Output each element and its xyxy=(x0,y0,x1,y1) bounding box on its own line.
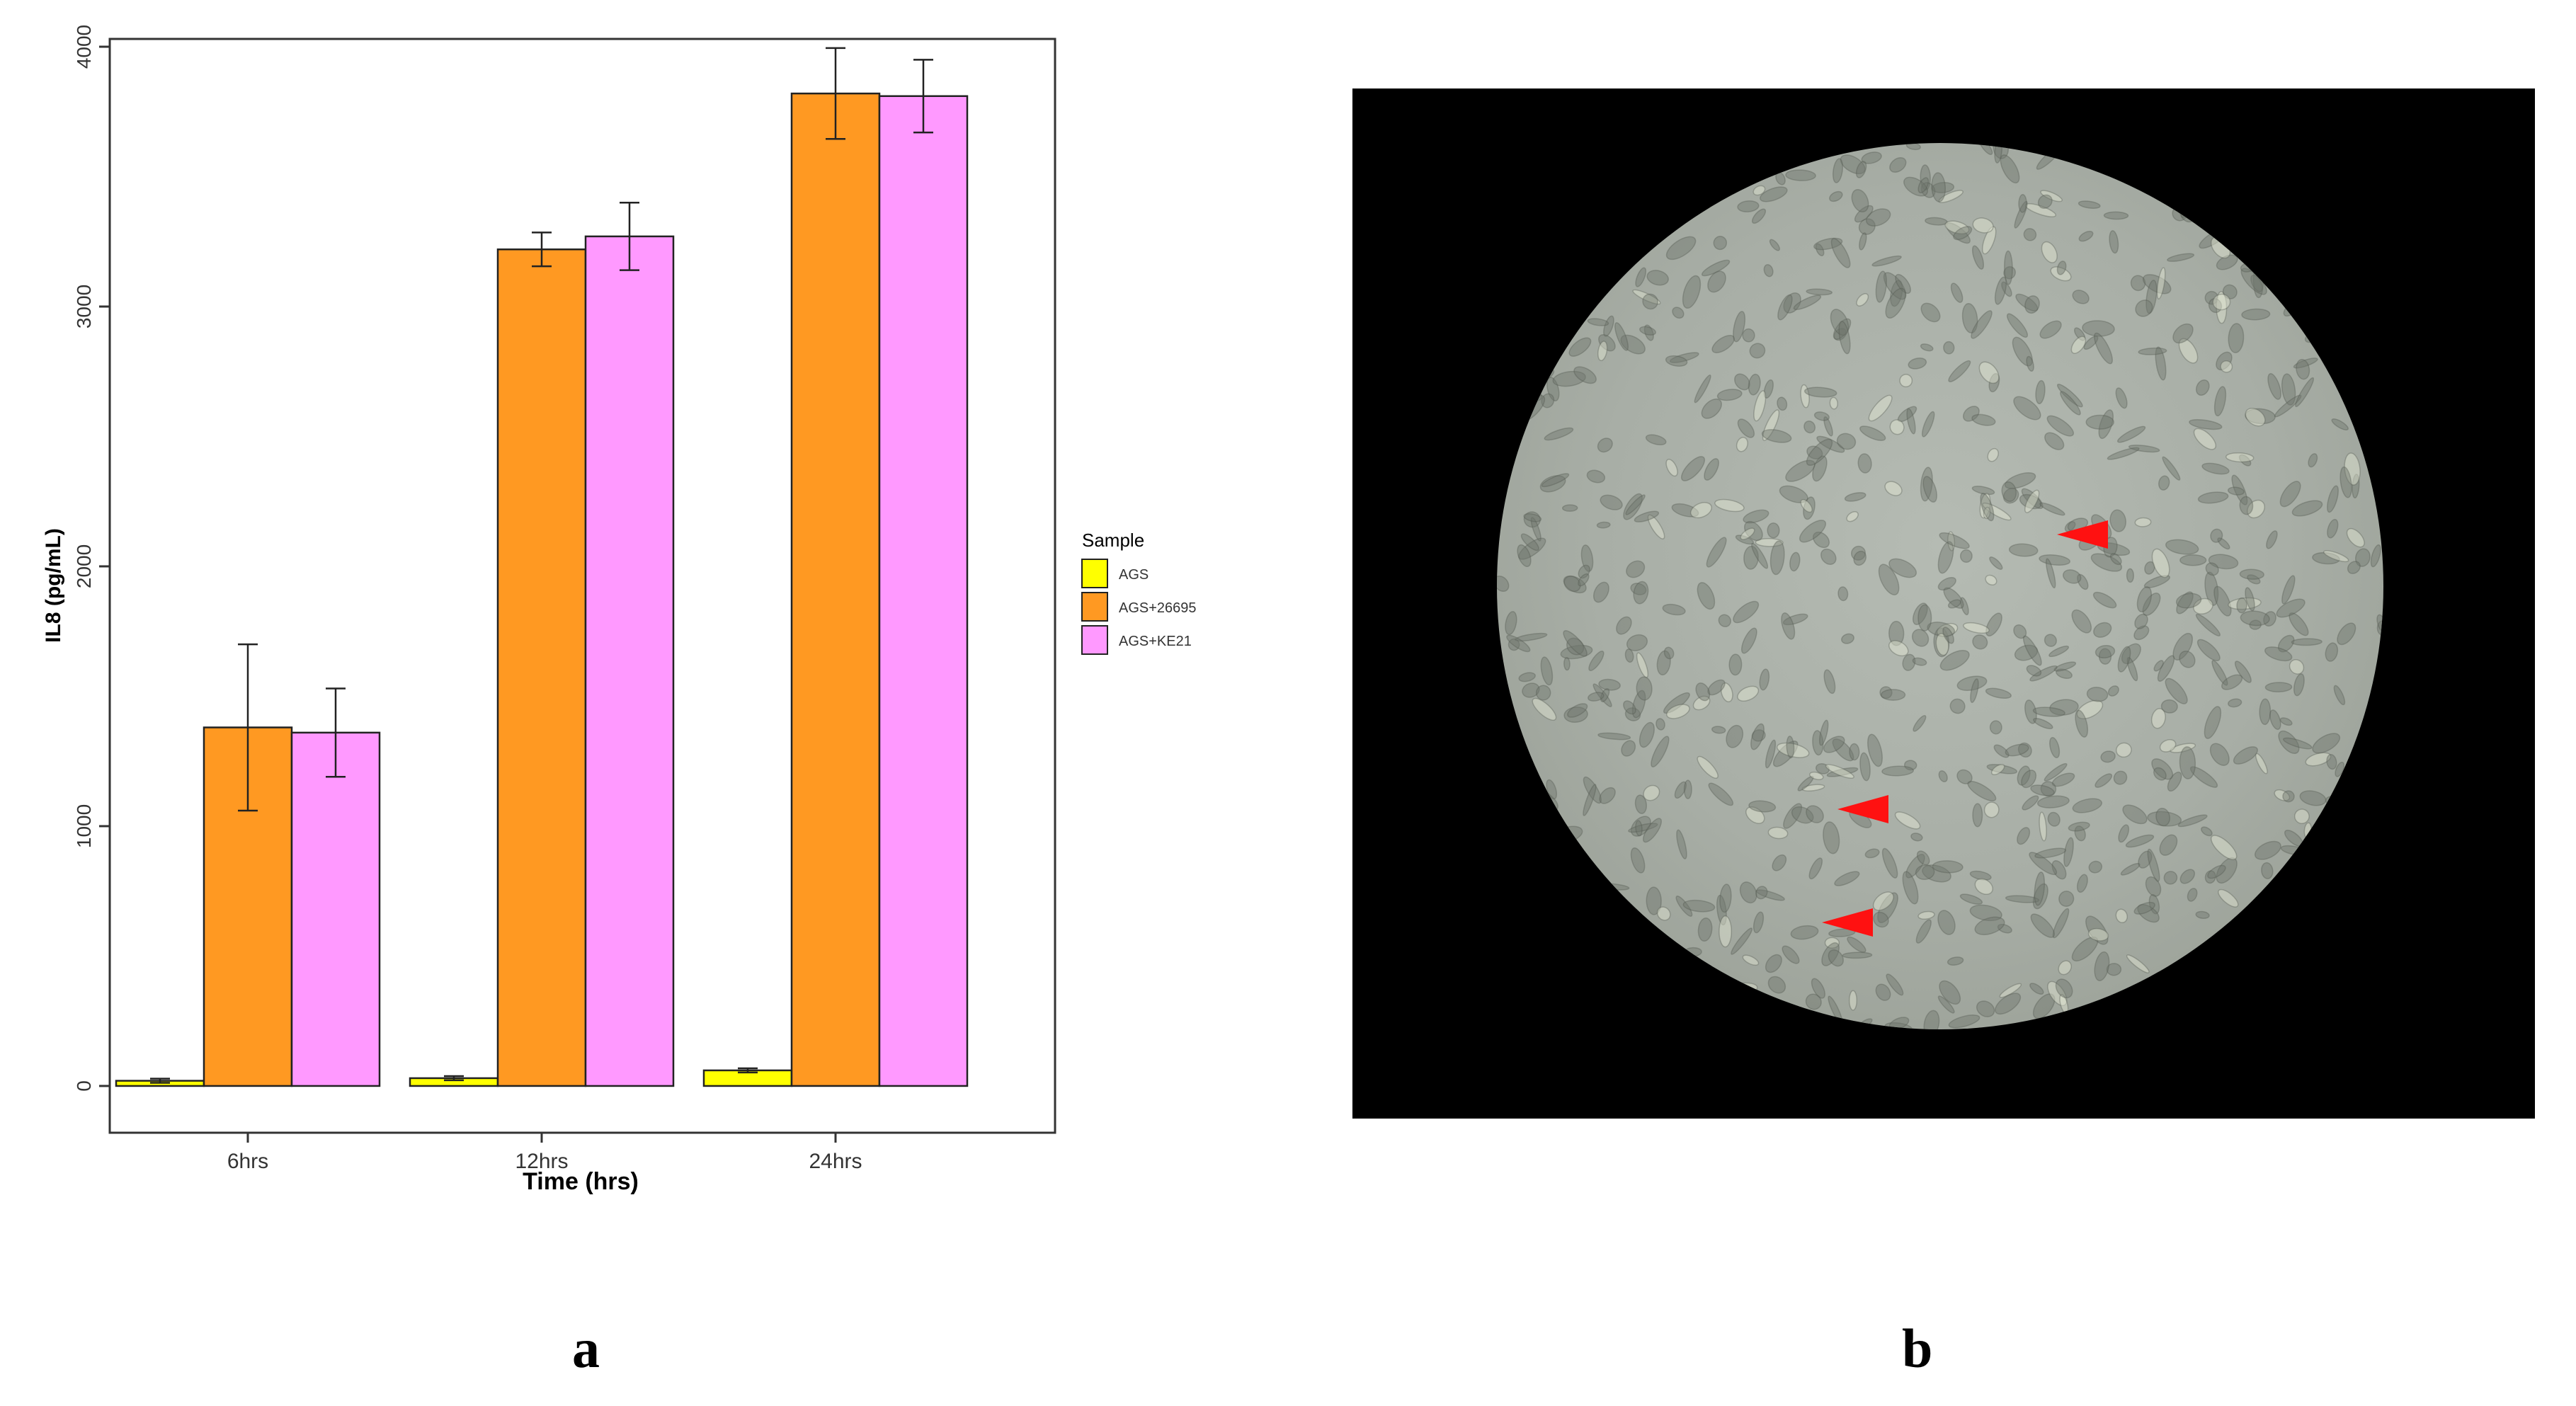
bar-ags-ke21-6hrs xyxy=(290,731,381,1087)
error-bar xyxy=(620,201,639,271)
y-tick-label: 2000 xyxy=(73,544,95,588)
legend-label: AGS xyxy=(1119,567,1149,583)
x-axis-label: Time (hrs) xyxy=(523,1168,639,1195)
red-arrowhead-2 xyxy=(1837,795,1888,823)
error-bar xyxy=(913,59,933,134)
legend-title: Sample xyxy=(1082,530,1144,551)
error-bar xyxy=(738,1067,758,1074)
error-bar xyxy=(444,1075,464,1082)
il8-bar-chart: 0 1000 2000 3000 4000 6hrs 12hrs 24hrs Time (h… xyxy=(42,25,1197,1195)
legend-label: AGS+26695 xyxy=(1119,600,1197,616)
legend-swatch xyxy=(1081,625,1108,655)
legend-swatch xyxy=(1081,592,1108,622)
bar-ags-26695-6hrs xyxy=(203,726,293,1087)
error-bar xyxy=(150,1078,170,1084)
legend-label: AGS+KE21 xyxy=(1119,634,1192,649)
error-bar xyxy=(326,687,346,778)
x-tick-label: 24hrs xyxy=(809,1150,862,1173)
error-bar xyxy=(238,643,258,812)
x-tick-label: 6hrs xyxy=(227,1150,268,1173)
panel-label-b: b xyxy=(1902,1318,1933,1379)
red-arrowhead-3 xyxy=(1822,908,1873,937)
panel-label-a: a xyxy=(572,1318,600,1379)
y-tick-label: 0 xyxy=(73,1080,95,1092)
error-bar xyxy=(532,232,552,268)
red-arrowhead-1 xyxy=(2057,520,2108,549)
micrograph-field xyxy=(1497,143,2383,1029)
bar-ags-ke21-24hrs xyxy=(878,95,969,1087)
y-axis-label: IL8 (pg/mL) xyxy=(42,528,65,643)
x-tick-label: 12hrs xyxy=(515,1150,568,1173)
y-tick-label: 4000 xyxy=(73,25,95,69)
legend: Sample AGS AGS+26695 AGS+KE21 xyxy=(1081,530,1197,655)
y-tick-label: 3000 xyxy=(73,285,95,328)
bar-ags-ke21-12hrs xyxy=(584,235,675,1087)
legend-swatch xyxy=(1081,559,1108,588)
error-bar xyxy=(826,47,845,140)
y-tick-label: 1000 xyxy=(73,804,95,848)
